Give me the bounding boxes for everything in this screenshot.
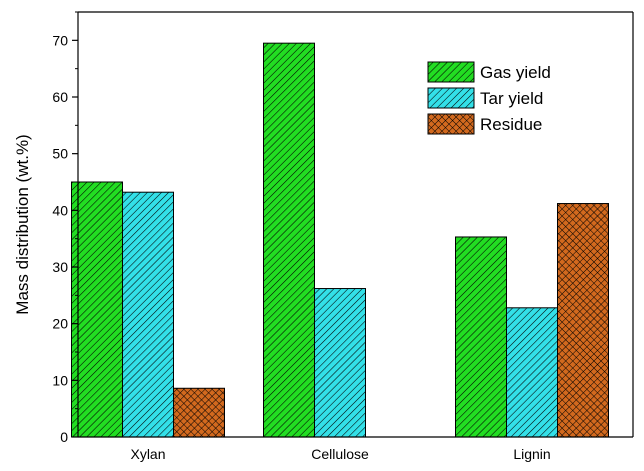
legend-swatch bbox=[427, 61, 475, 83]
y-axis-title: Mass distribution (wt.%) bbox=[13, 134, 32, 314]
bar-tar-yield-cellulose bbox=[314, 288, 366, 438]
y-tick-label: 10 bbox=[52, 372, 68, 388]
y-tick-label: 40 bbox=[52, 202, 68, 218]
legend-item-residue: Residue bbox=[427, 113, 542, 135]
y-tick-label: 60 bbox=[52, 89, 68, 105]
legend-item-gas-yield: Gas yield bbox=[427, 61, 551, 83]
x-tick-label-cellulose: Cellulose bbox=[311, 446, 369, 462]
y-tick-label: 70 bbox=[52, 32, 68, 48]
bar-gas-yield-xylan bbox=[71, 181, 123, 438]
legend-label: Tar yield bbox=[480, 89, 543, 108]
axes-group: 0 10 20 30 40 50 60 70 Xylan Cellulose Lignin bbox=[52, 11, 634, 462]
legend: Gas yield Tar yield Residue bbox=[427, 61, 551, 135]
bar-tar-yield-lignin bbox=[506, 307, 558, 438]
bar-tar-yield-xylan bbox=[122, 191, 174, 438]
legend-swatch bbox=[427, 87, 475, 109]
y-tick-label: 20 bbox=[52, 316, 68, 332]
bar-residue-xylan bbox=[173, 387, 225, 438]
legend-label: Gas yield bbox=[480, 63, 551, 82]
bar-gas-yield-lignin bbox=[455, 236, 507, 438]
x-tick-label-xylan: Xylan bbox=[130, 446, 165, 462]
y-tick-label: 0 bbox=[60, 429, 68, 445]
x-tick-label-lignin: Lignin bbox=[513, 446, 550, 462]
legend-item-tar-yield: Tar yield bbox=[427, 87, 543, 109]
legend-swatch bbox=[427, 113, 475, 135]
bar-residue-lignin bbox=[557, 203, 609, 438]
y-tick-label: 50 bbox=[52, 146, 68, 162]
legend-label: Residue bbox=[480, 115, 542, 134]
bars-group bbox=[71, 42, 609, 438]
bar-gas-yield-cellulose bbox=[263, 42, 315, 438]
y-tick-label: 30 bbox=[52, 259, 68, 275]
